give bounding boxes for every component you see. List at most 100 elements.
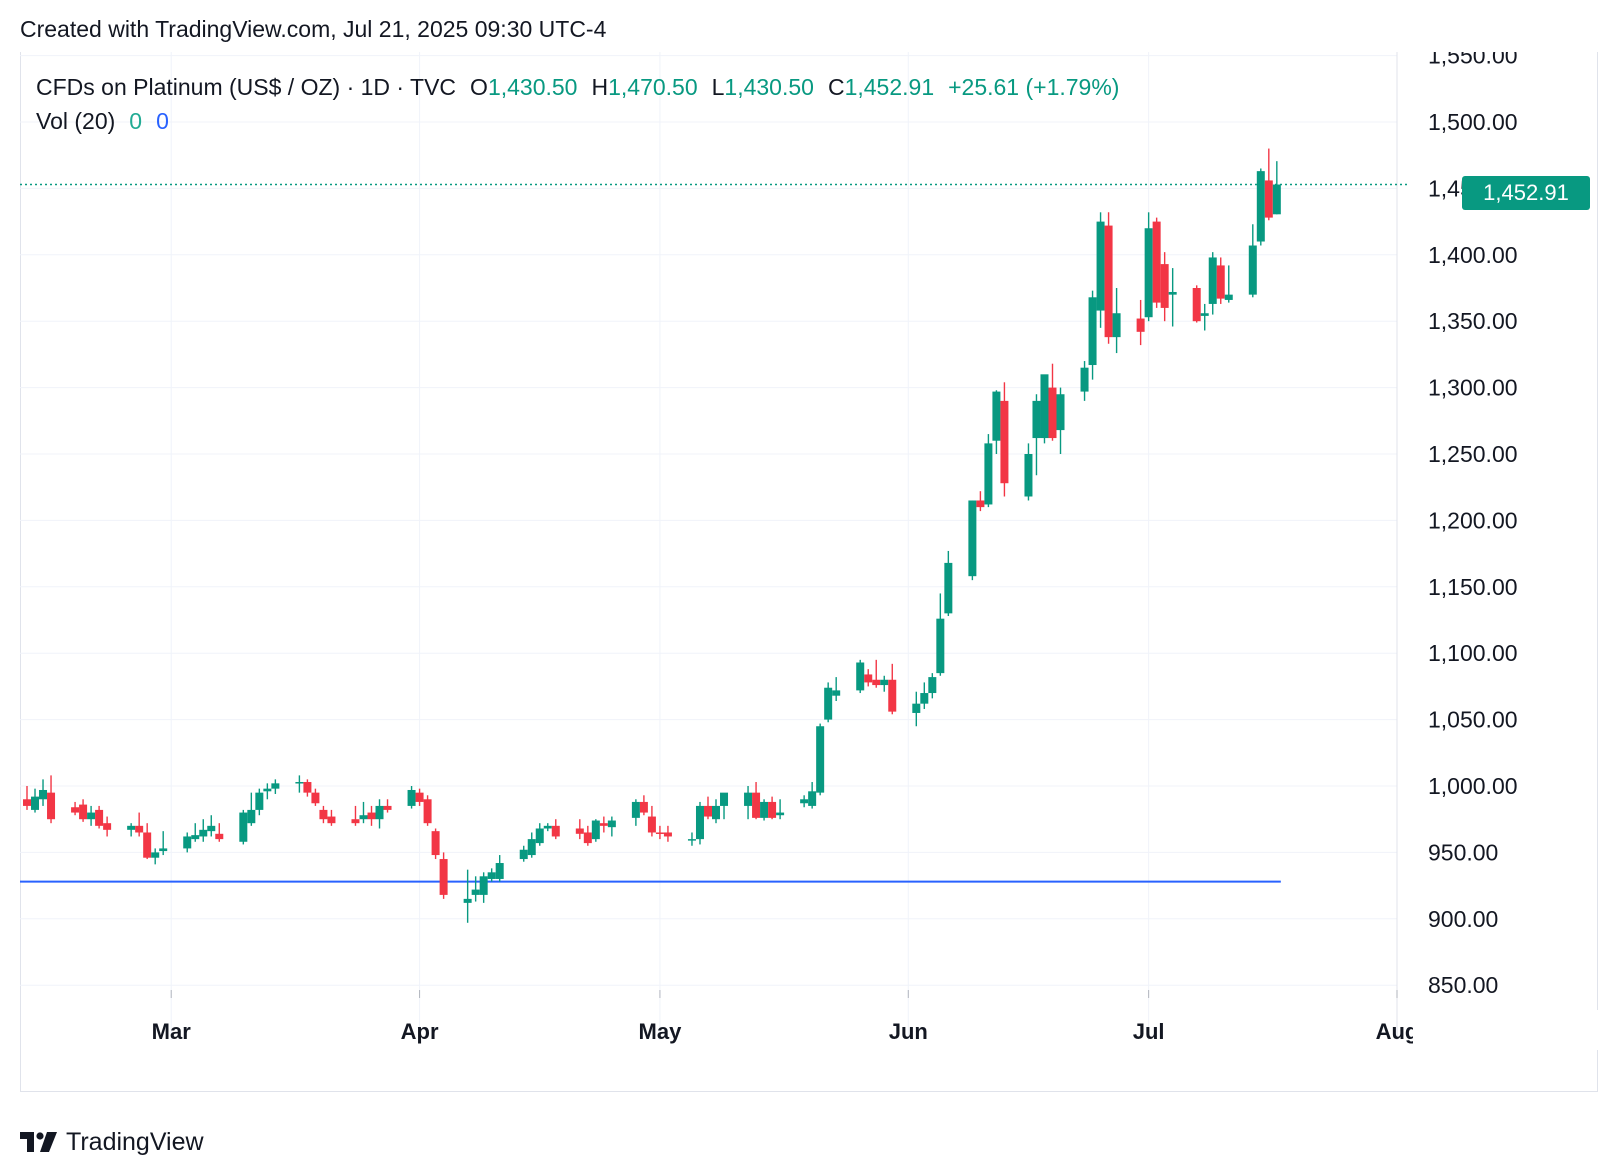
candle <box>311 788 320 806</box>
candle <box>1248 224 1257 298</box>
high-label: H <box>591 73 609 100</box>
candle <box>599 816 608 833</box>
axis-mask <box>1413 0 1613 52</box>
candle-body <box>800 799 809 804</box>
candle-body <box>1248 245 1257 295</box>
candle-body <box>720 792 729 806</box>
candle <box>1216 257 1225 304</box>
candle-body <box>303 782 312 793</box>
candle <box>439 852 448 899</box>
candle-body <box>183 836 192 849</box>
y-tick-label: 1,150.00 <box>1428 574 1518 600</box>
candle <box>519 845 528 862</box>
candle-body <box>984 443 993 505</box>
candle-body <box>944 562 953 614</box>
candle-body <box>1040 374 1049 439</box>
candle <box>832 677 841 702</box>
candle-body <box>824 687 833 720</box>
candle <box>992 390 1001 454</box>
price-axis: 850.00 900.00 950.00 1,000.00 1,050.00 1,100.… <box>1396 0 1613 1040</box>
candle-body <box>1000 400 1009 484</box>
candle-body <box>1048 387 1057 439</box>
candle-body <box>647 816 656 833</box>
candle-body <box>1224 294 1233 300</box>
candle <box>800 795 809 808</box>
candle-body <box>327 816 336 824</box>
y-tick-label: 850.00 <box>1428 972 1498 998</box>
candle-body <box>583 832 592 844</box>
candle <box>1160 252 1169 322</box>
y-tick-label: 1,300.00 <box>1428 375 1518 401</box>
candle-body <box>936 618 945 674</box>
candle <box>39 779 48 806</box>
candle <box>359 801 368 824</box>
candle-body <box>551 825 560 837</box>
y-tick-label: 1,200.00 <box>1428 507 1518 533</box>
candle-body <box>407 789 416 806</box>
candle-body <box>543 825 552 829</box>
change-value: +25.61 (+1.79%) <box>948 73 1120 100</box>
candle-body <box>1256 171 1265 242</box>
candle <box>527 832 536 858</box>
candle <box>720 792 729 820</box>
tradingview-wordmark: TradingView <box>66 1128 204 1156</box>
candle <box>808 782 817 809</box>
candle <box>247 792 256 826</box>
candle <box>968 500 977 581</box>
candle-body <box>415 792 424 802</box>
symbol-title[interactable]: CFDs on Platinum (US$ / OZ) · 1D · TVC <box>36 73 457 100</box>
close-value: 1,452.91 <box>844 73 935 100</box>
candle <box>647 805 656 837</box>
candle-body <box>864 674 873 683</box>
candle <box>383 799 392 813</box>
candle <box>1080 361 1089 401</box>
candle-body <box>695 805 704 840</box>
candle <box>856 659 865 694</box>
candle <box>207 815 216 837</box>
high-value: 1,470.50 <box>608 73 698 100</box>
y-tick-label: 1,250.00 <box>1428 441 1518 467</box>
open-value: 1,430.50 <box>487 73 578 100</box>
candle <box>703 796 712 820</box>
candle <box>319 805 328 824</box>
candle <box>375 799 384 829</box>
candle-body <box>1112 313 1121 338</box>
candle <box>127 823 136 837</box>
candle-body <box>880 679 889 686</box>
volume-indicator-label[interactable]: Vol (20) <box>36 107 116 134</box>
candle <box>47 775 56 824</box>
candle <box>271 779 280 794</box>
candle <box>367 805 376 826</box>
y-tick-label: 1,000.00 <box>1428 773 1518 799</box>
candle-body <box>856 662 865 691</box>
y-tick-label: 1,100.00 <box>1428 640 1518 666</box>
legend-ohlc-row: CFDs on Platinum (US$ / OZ) · 1D · TVC O… <box>36 70 1119 104</box>
candle <box>407 786 416 809</box>
candle <box>535 823 544 846</box>
candle <box>1088 290 1097 380</box>
open-label: O <box>470 73 488 100</box>
close-label: C <box>827 73 845 100</box>
y-tick-label: 1,500.00 <box>1428 109 1518 135</box>
candle <box>1136 299 1145 346</box>
candle-body <box>479 876 488 895</box>
candle <box>95 805 104 829</box>
candle-body <box>207 825 216 832</box>
candle <box>1256 168 1265 246</box>
x-tick-label: Jun <box>889 1019 928 1044</box>
candle-body <box>1032 400 1041 439</box>
candle <box>944 550 953 617</box>
candle <box>79 799 88 822</box>
candle-body <box>359 815 368 820</box>
candle <box>87 805 96 826</box>
candle <box>415 788 424 806</box>
candle-body <box>143 832 152 858</box>
tradingview-logo[interactable]: TradingView <box>20 1128 204 1157</box>
x-tick-label: Aug <box>1376 1019 1419 1044</box>
candles <box>23 148 1281 923</box>
candle <box>159 831 168 856</box>
candle-body <box>1080 367 1089 392</box>
candle <box>1000 382 1009 497</box>
candle-body <box>47 792 56 820</box>
